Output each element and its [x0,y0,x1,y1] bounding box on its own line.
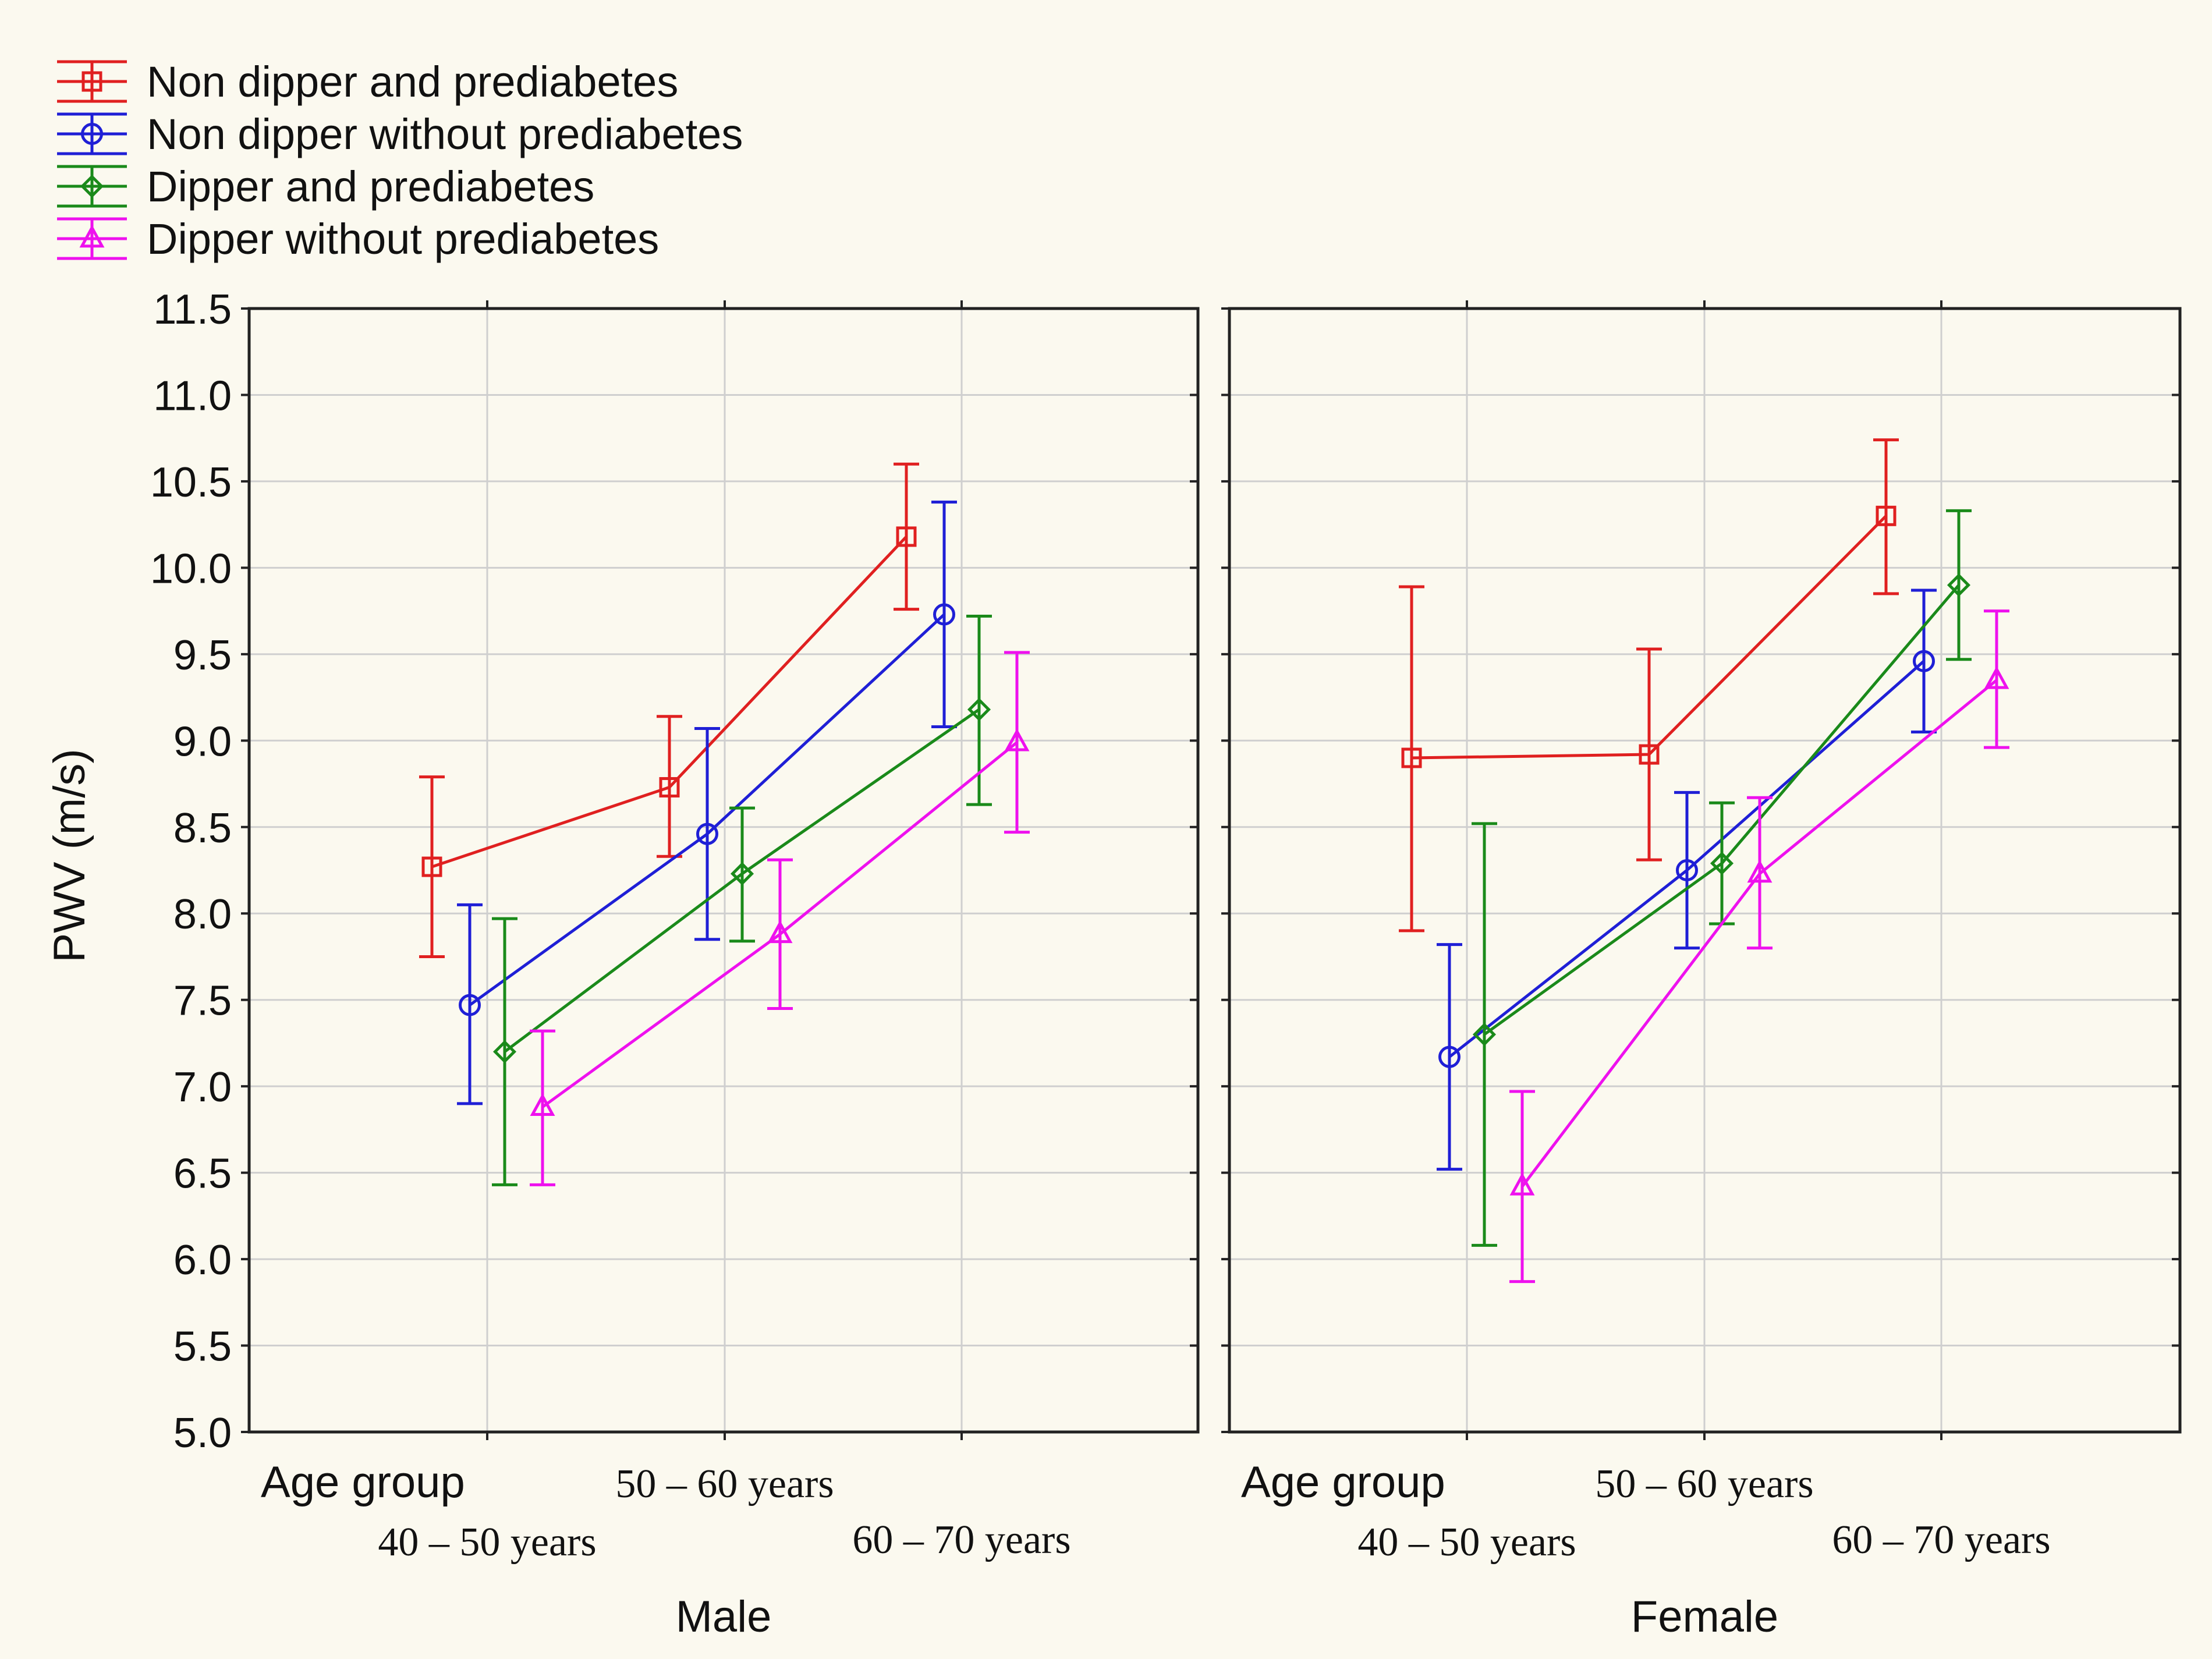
y-tick-label: 10.5 [150,459,232,506]
legend-label: Dipper and prediabetes [147,162,594,211]
y-tick-label: 5.0 [173,1410,232,1456]
x-tick-label: 50 – 60 years [615,1462,834,1506]
y-axis-label: PWV (m/s) [45,749,94,962]
y-tick-label: 6.5 [173,1151,232,1197]
legend-item-dipper-and-prediabetes: Dipper and prediabetes [57,162,594,211]
y-tick-label: 5.5 [173,1324,232,1370]
x-tick-label: 40 – 50 years [378,1520,596,1565]
data-point-diamond [1710,852,1734,875]
grid [1229,309,2180,1432]
data-point-square [1876,505,1896,526]
y-tick-label: 8.5 [173,805,232,852]
data-point-square [659,777,680,797]
series-non-dipper-and-prediabetes [1399,438,1899,933]
panel-male: 5.0 5.5 6.0 6.5 7.0 7.5 8.0 8.5 9.0 9.5 10.0 10.5 11… [150,286,1200,1642]
legend-marker-square [81,71,102,92]
legend-label: Dipper without prediabetes [147,215,659,263]
data-point-triangle [767,920,793,944]
y-tick-label: 11.5 [153,286,232,333]
data-point-triangle [530,1093,555,1116]
x-tick-label: 50 – 60 years [1595,1462,1813,1506]
y-tick-label: 9.0 [173,718,232,765]
legend-label: Non dipper without prediabetes [147,110,743,158]
data-point-diamond [967,697,991,721]
series-non-dipper-and-prediabetes [419,462,919,958]
y-tick-label: 10.0 [150,545,232,592]
age-group-label: Age group [261,1458,465,1507]
age-group-label: Age group [1241,1458,1445,1507]
x-tick-label: 60 – 70 years [1832,1518,2050,1562]
series-dipper-and-prediabetes [1472,509,1972,1247]
y-tick-label: 11.0 [153,373,232,419]
data-point-square [1639,744,1660,765]
y-tick-label: 7.0 [173,1064,232,1111]
x-tick-label: 60 – 70 years [852,1518,1070,1562]
x-tick-label: 40 – 50 years [1357,1520,1576,1565]
legend-item-dipper-without-prediabetes: Dipper without prediabetes [57,215,659,263]
data-point-diamond [492,1040,517,1064]
y-tick-label: 7.5 [173,978,232,1025]
panel-title: Female [1631,1592,1778,1642]
data-point-diamond [1472,1023,1497,1047]
data-point-square [421,856,442,877]
y-tick-label: 8.0 [173,891,232,938]
legend-item-non-dipper-and-prediabetes: Non dipper and prediabetes [57,58,678,106]
legend-marker-triangle [79,225,105,248]
panel-title: Male [676,1592,772,1642]
data-point-triangle [1004,728,1030,751]
legend-marker-circle [81,123,103,145]
data-point-diamond [1947,573,1971,597]
legend-marker-diamond [80,174,104,198]
data-point-circle [933,603,955,626]
y-tick-label: 6.0 [173,1237,232,1284]
series-non-dipper-without-prediabetes [457,501,957,1105]
legend-label: Non dipper and prediabetes [147,58,678,106]
grid [249,309,1198,1432]
data-point-triangle [1747,859,1773,883]
plot-frame [247,307,1200,1434]
data-point-triangle [1509,1172,1535,1196]
series-non-dipper-without-prediabetes [1437,589,1937,1171]
series-dipper-without-prediabetes [1509,609,2009,1284]
legend-item-non-dipper-without-prediabetes: Non dipper without prediabetes [57,110,743,158]
data-point-square [896,526,917,547]
series-dipper-without-prediabetes [530,651,1030,1186]
data-point-diamond [730,862,754,885]
data-point-circle [1676,859,1698,881]
series-dipper-and-prediabetes [492,615,992,1186]
data-point-circle [696,823,718,845]
y-tick-label: 9.5 [173,632,232,679]
data-point-triangle [1984,666,2009,689]
data-point-circle [1913,650,1935,672]
panel-female: Age group 40 – 50 years 50 – 60 years 60 – … [1221,300,2182,1642]
data-point-circle [1438,1045,1461,1068]
data-point-square [1401,747,1422,768]
data-point-circle [459,994,481,1016]
